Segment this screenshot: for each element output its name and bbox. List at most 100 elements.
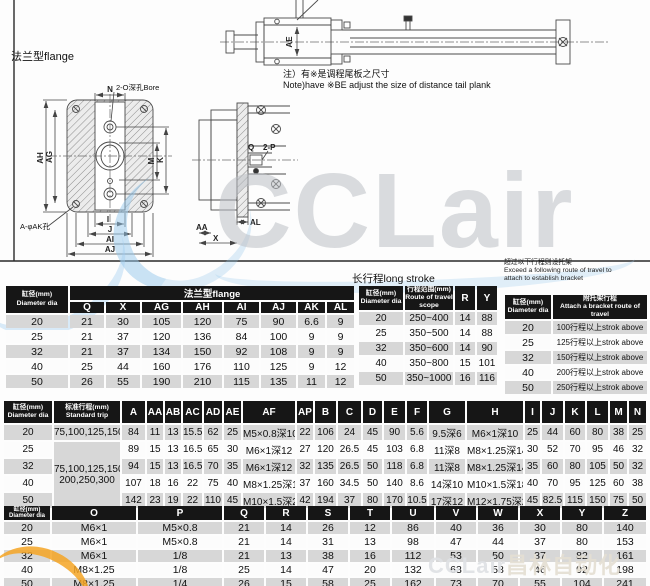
- cell: 82: [562, 550, 602, 562]
- cell: 5.6: [407, 425, 427, 440]
- table-row: 25 21 37 120 136 84 100 9 9: [6, 330, 355, 343]
- column-header: A: [122, 401, 145, 423]
- cell: 22: [183, 476, 202, 491]
- cell: M6×1: [52, 536, 136, 548]
- cell: 134: [142, 345, 181, 358]
- drawing-note-cn: 注）有※是调程尾板之尺寸: [283, 68, 390, 79]
- cell: 14: [455, 327, 475, 341]
- cell: 75,100,125,150, 200,250,300: [54, 442, 120, 508]
- column-header: Q: [70, 302, 104, 313]
- cell: 75,100,125,150,200: [54, 425, 120, 440]
- cell: M8×1.25: [52, 578, 136, 586]
- cell: 62: [204, 425, 222, 440]
- cell: 46: [610, 442, 627, 457]
- cell: 15: [455, 357, 475, 371]
- cell: 82.5: [542, 493, 563, 508]
- cell: 140: [384, 476, 405, 491]
- column-header: B: [315, 401, 336, 423]
- table-row: 32 M6×1 1/8 21 13 38 16 112 53 50 37 82 161: [4, 550, 646, 562]
- cell: 20: [4, 425, 52, 440]
- cell: 50: [363, 476, 382, 491]
- bracket-note: 超过以下行程则设托架 Exceed a following route of t…: [504, 259, 612, 282]
- cell: 34.5: [338, 476, 361, 491]
- cell: 250~400: [405, 312, 453, 326]
- cell: 15.5: [183, 425, 202, 440]
- cell: 100: [261, 330, 296, 343]
- table-row: 40 350~800 15 101: [359, 357, 497, 371]
- cell: 14: [266, 564, 306, 576]
- table-row: 32 94 15 13 16.5 70 35 M6×1深12 32 135 26.5 50 118 6.8…: [4, 459, 646, 474]
- cell: M8×1.25深14: [467, 442, 523, 457]
- long-stroke-title: 长行程long stroke: [352, 273, 435, 285]
- column-header: M: [610, 401, 627, 423]
- cell: 350~1000: [405, 372, 453, 386]
- cell: 92: [562, 564, 602, 576]
- cell: 13: [165, 459, 181, 474]
- cell: 125: [587, 476, 608, 491]
- column-header: P: [138, 506, 222, 520]
- cell: 105: [142, 315, 181, 328]
- table-row: 25 75,100,125,150, 200,250,300 89 15 13 16.5 6…: [4, 442, 646, 508]
- cell: 142: [122, 493, 145, 508]
- flange-type-heading: 法兰型flange: [11, 49, 74, 63]
- cell: 15: [147, 459, 163, 474]
- ak-hole-callout: A-φAK孔: [20, 222, 50, 231]
- cell: 26: [224, 578, 264, 586]
- cell: 80: [562, 536, 602, 548]
- cell: 60: [542, 459, 563, 474]
- cell: 30: [520, 522, 560, 534]
- cell: 50: [4, 578, 50, 586]
- cell: 1/8: [138, 550, 222, 562]
- column-header: AJ: [261, 302, 296, 313]
- cell: 200行程以上strok above: [553, 366, 647, 380]
- cell: 21: [70, 330, 104, 343]
- column-header: AB: [165, 401, 181, 423]
- cell: 120: [315, 442, 336, 457]
- cell: 16.5: [183, 459, 202, 474]
- table-row: 5014223192211045M10×1.5深2042194378017010…: [4, 493, 646, 508]
- cell: M12×1.75深21: [467, 493, 523, 508]
- table-row: 25 350~500 14 88: [359, 327, 497, 341]
- cell: 24: [338, 425, 361, 440]
- cell: 107: [122, 476, 145, 491]
- cell: 40: [359, 357, 403, 371]
- cell: 22: [297, 425, 313, 440]
- cell: 194: [315, 493, 336, 508]
- cell: 40: [224, 476, 241, 491]
- column-header: AF: [243, 401, 295, 423]
- column-header: I: [525, 401, 540, 423]
- cell: 104: [562, 578, 602, 586]
- main-dimensions-table: 缸径(mm) Diameter dia 标准行程(mm) Standard tri…: [2, 399, 648, 510]
- cell: 25: [629, 425, 646, 440]
- cell: 120: [142, 330, 181, 343]
- cell: 20: [359, 312, 403, 326]
- cell: 90: [384, 425, 405, 440]
- cell: 161: [604, 550, 646, 562]
- cell: 9: [298, 330, 325, 343]
- table-row: 20 M6×1 M5×0.8 21 14 26 12 86 40 36 30 80 140: [4, 522, 646, 534]
- bracket-note-line2: Exceed a following route of travel to: [504, 266, 612, 274]
- cell: 16.5: [183, 442, 202, 457]
- cell: M6×1深12: [243, 442, 295, 457]
- cell: 132: [392, 564, 434, 576]
- column-header: Y: [477, 286, 497, 311]
- cell: 37: [520, 550, 560, 562]
- cell: 8.6: [407, 476, 427, 491]
- cell: 70: [204, 459, 222, 474]
- cell: 25: [70, 360, 104, 373]
- cell: 16: [165, 476, 181, 491]
- column-header: C: [338, 401, 361, 423]
- column-header: T: [350, 506, 390, 520]
- cylinder-side-view: [220, 0, 608, 66]
- column-header: Q: [224, 506, 264, 520]
- cell: 95: [587, 442, 608, 457]
- column-header: AA: [147, 401, 163, 423]
- cell: 21: [70, 345, 104, 358]
- column-header: AH: [183, 302, 222, 313]
- cell: 105: [587, 459, 608, 474]
- cell: 38: [308, 550, 348, 562]
- column-header: K: [565, 401, 585, 423]
- cell: 110: [224, 360, 259, 373]
- cell: 63: [436, 564, 476, 576]
- column-header: D: [363, 401, 382, 423]
